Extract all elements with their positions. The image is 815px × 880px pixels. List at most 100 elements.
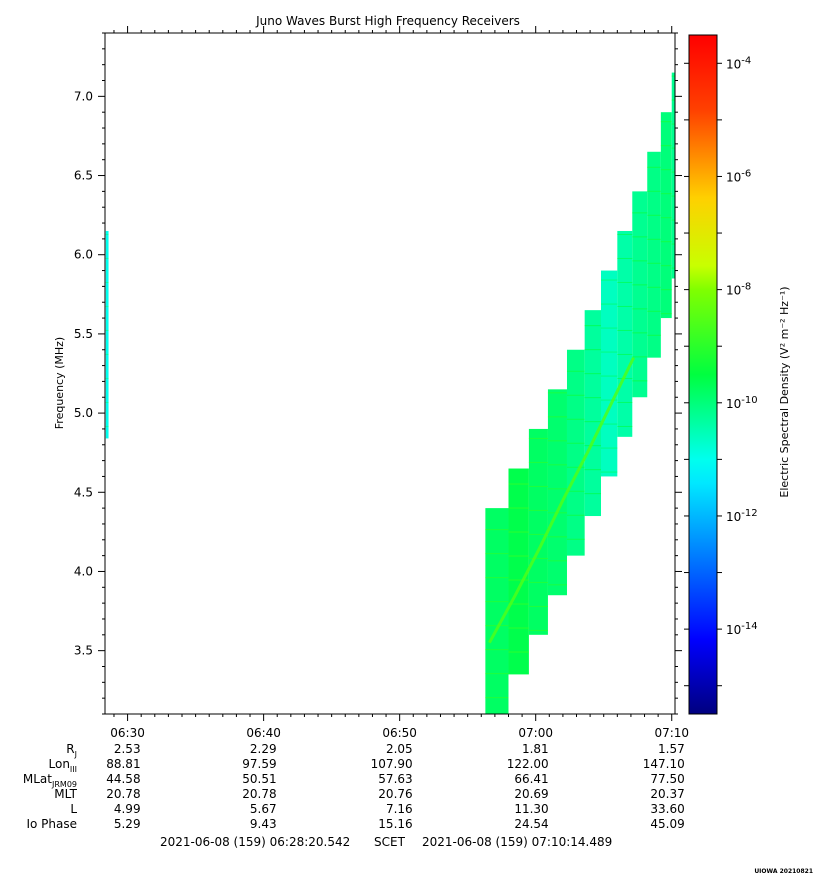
ephemeris-value: 57.63 [378,772,412,786]
spectral-block [105,230,109,439]
spectral-streak [528,485,548,487]
y-tick-label: 7.0 [74,89,93,103]
spectral-streak [584,445,601,447]
spectral-streak [671,75,675,77]
spectral-streak [508,483,529,485]
spectral-streak [485,529,509,531]
spectral-streak [485,601,509,603]
ephemeris-value: 4.99 [114,802,141,816]
ephemeris-value: 122.00 [507,757,549,771]
colorbar-tick-label: 10-8 [726,282,751,298]
emission-line-path [488,357,635,644]
spectral-block [566,349,585,556]
spectral-streak [566,394,585,396]
colorbar-tick-label: 10-4 [726,55,751,71]
ephemeris-value: 11.30 [514,802,548,816]
spectral-streak [617,281,633,283]
y-tick-label: 5.5 [74,327,93,341]
spectral-block [660,112,672,319]
spectral-streak [547,440,567,442]
spectral-streak [671,195,675,197]
spectral-streak [584,349,601,351]
spectral-streak [105,401,109,403]
spectral-streak [632,236,648,238]
ephemeris-value: 44.58 [106,772,140,786]
spectral-streak [508,531,529,533]
chart-title: Juno Waves Burst High Frequency Receiver… [255,14,520,28]
spectral-streak [528,509,548,511]
x-tick-label: 07:10 [654,726,689,740]
colorbar-tick-label: 10-12 [726,508,758,524]
plot-frame [104,32,676,715]
spectral-streak [617,257,633,259]
spectral-streak [600,351,618,353]
spectral-streak [617,353,633,355]
y-axis: 3.5 4.0 4.5 5.0 5.5 6.0 6.5 7.0 [74,32,682,715]
spectral-streak [632,356,648,358]
y-tick-label: 6.0 [74,248,93,262]
spectral-streak [584,421,601,423]
spectral-streak [485,649,509,651]
spectral-streak [547,560,567,562]
spectral-streak [647,262,661,264]
spectral-streak [105,353,109,355]
spectral-streak [632,284,648,286]
ephemeris-value: 77.50 [650,772,684,786]
x-tick-label: 06:50 [382,726,417,740]
ephemeris-value: 9.43 [250,817,277,831]
spectral-streak [566,538,585,540]
spectral-streak [632,332,648,334]
spectral-streak [485,673,509,675]
y-tick-label: 3.5 [74,644,93,658]
spectral-streak [600,303,618,305]
spectral-streak [617,305,633,307]
spectral-streak [647,310,661,312]
spectral-block [632,191,648,398]
ephemeris-value: 20.78 [106,787,140,801]
spectral-streak [671,171,675,173]
spectral-block [547,389,567,596]
spectral-streak [660,265,672,267]
colorbar-label: Electric Spectral Density (V² m⁻² Hz⁻¹) [778,286,791,497]
spectral-streak [647,166,661,168]
y-tick-label: 6.5 [74,169,93,183]
spectral-streak [105,329,109,331]
ephemeris-value: 15.16 [378,817,412,831]
spectral-streak [600,327,618,329]
spectral-streak [566,514,585,516]
spectral-streak [671,243,675,245]
footer-end-time: 2021-06-08 (159) 07:10:14.489 [422,835,612,849]
spectral-streak [105,281,109,283]
ephemeris-value: 45.09 [650,817,684,831]
ephemeris-row-label: MLT [54,787,77,801]
spectral-streak [508,579,529,581]
spectral-streak [600,399,618,401]
spectral-streak [617,233,633,235]
spectral-streak [584,325,601,327]
ephemeris-table: RJ 2.53 2.29 2.05 1.81 1.57 LonIII 88.81 97.59 10… [23,742,685,831]
spectral-streak [632,308,648,310]
spectral-streak [617,329,633,331]
footer-scet: SCET [374,835,406,849]
spectral-streak [508,507,529,509]
spectral-streak [508,627,529,629]
spectral-streak [528,461,548,463]
spectral-streak [660,121,672,123]
spectral-streak [547,392,567,394]
ephemeris-value: 5.29 [114,817,141,831]
ephemeris-value: 50.51 [242,772,276,786]
x-axis: 06:30 06:40 06:50 07:00 07:10 [110,26,689,740]
spectral-block [584,310,601,517]
spectral-streak [547,464,567,466]
spectral-streak [647,190,661,192]
spectral-streak [671,99,675,101]
spectral-block [528,428,548,635]
spectral-streak [528,581,548,583]
spectral-streak [660,241,672,243]
spectral-streak [528,437,548,439]
spectral-streak [547,584,567,586]
ephemeris-value: 20.78 [242,787,276,801]
spectral-block [671,72,675,279]
spectral-streak [647,238,661,240]
